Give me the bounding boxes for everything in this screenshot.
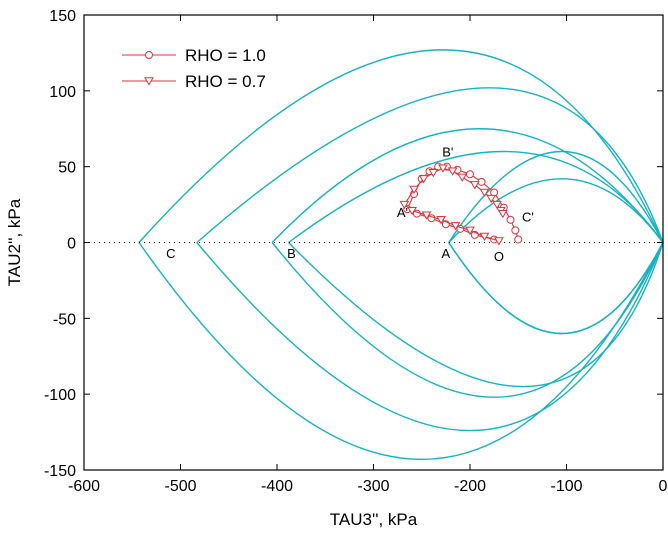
point-label: A' <box>397 205 408 220</box>
circle-marker <box>511 226 520 235</box>
triangle-marker <box>418 175 429 184</box>
point-label: B <box>287 246 296 261</box>
circle-marker <box>145 51 153 59</box>
y-tick-label: 0 <box>67 236 76 253</box>
envelope-lower-curve <box>448 242 664 334</box>
triangle-marker <box>409 185 419 195</box>
triangle-marker <box>421 211 432 220</box>
triangle-marker <box>497 209 508 219</box>
envelope-upper-curve <box>196 87 664 244</box>
envelope-lower-curve <box>448 242 664 334</box>
circle-marker <box>466 170 474 179</box>
y-tick-label: -50 <box>53 311 76 328</box>
envelope-upper-curve <box>271 128 664 243</box>
envelope-upper-curve <box>288 150 664 244</box>
x-axis-label: TAU3'', kPa <box>330 510 418 529</box>
envelope-upper-curve <box>448 178 664 243</box>
y-tick-label: 50 <box>58 160 76 177</box>
x-tick-label: -600 <box>68 478 100 495</box>
y-tick-label: -150 <box>44 463 76 480</box>
triangle-marker <box>469 181 480 190</box>
triangle-marker <box>428 169 439 178</box>
triangle-marker <box>486 194 497 204</box>
point-label: O <box>494 249 504 264</box>
triangle-marker <box>494 237 504 246</box>
triangle-marker <box>438 164 448 173</box>
stress-path-series <box>399 162 523 246</box>
envelope-lower-curve <box>138 242 664 461</box>
triangle-marker <box>447 167 458 176</box>
point-label: C' <box>522 210 534 225</box>
triangle-marker <box>457 173 468 182</box>
y-tick-label: -100 <box>44 387 76 404</box>
circle-marker <box>506 215 515 224</box>
x-tick-label: 0 <box>659 478 668 495</box>
triangle-marker <box>144 77 154 86</box>
triangle-marker <box>399 200 410 210</box>
point-label: B' <box>442 145 453 160</box>
triangle-marker <box>436 216 446 225</box>
envelope-lower-curve <box>288 242 664 388</box>
x-tick-label: -300 <box>357 478 389 495</box>
envelope-upper-curve <box>138 49 664 243</box>
envelope-lower-curve <box>271 242 664 398</box>
triangle-marker <box>492 200 502 210</box>
y-tick-label: 150 <box>49 8 76 25</box>
triangle-marker <box>407 206 417 216</box>
triangle-marker <box>450 222 461 231</box>
envelope-lower-curve <box>196 242 664 432</box>
y-tick-label: 100 <box>49 84 76 101</box>
triangle-marker <box>479 188 490 198</box>
x-tick-label: -200 <box>454 478 486 495</box>
triangle-marker <box>465 226 475 235</box>
circle-marker <box>514 235 523 244</box>
x-axis-ticks: -600 -500 -400 -300 -200 -100 0 <box>68 15 668 495</box>
annotations: C B A O A' B' C' <box>166 145 534 265</box>
point-label: A <box>442 246 451 261</box>
x-tick-label: -500 <box>164 478 196 495</box>
legend: RHO = 1.0 RHO = 0.7 <box>122 46 266 91</box>
envelope-curves <box>138 49 664 461</box>
x-tick-label: -100 <box>550 478 582 495</box>
y-axis-ticks: -150 -100 -50 0 50 100 150 <box>44 8 663 480</box>
legend-entry-label: RHO = 1.0 <box>185 46 266 65</box>
y-axis-label: TAU2'', kPa <box>5 198 24 286</box>
legend-entry-label: RHO = 0.7 <box>185 72 266 91</box>
x-tick-label: -400 <box>261 478 293 495</box>
point-label: C <box>166 246 175 261</box>
envelope-upper-curve <box>448 151 664 243</box>
triangle-marker <box>479 232 490 242</box>
